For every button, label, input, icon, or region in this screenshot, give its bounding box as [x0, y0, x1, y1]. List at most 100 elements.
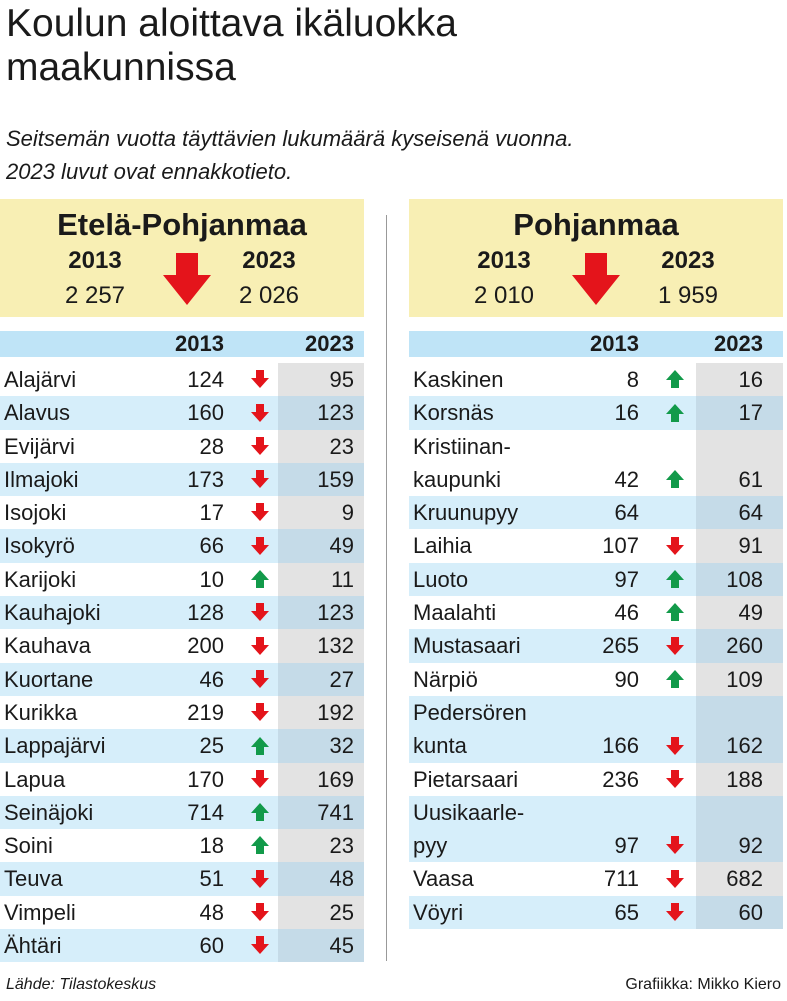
summary-total-2023: 2 026: [238, 282, 300, 309]
table-row: Kristiinan-kaupunki 42 61: [409, 429, 783, 497]
row-2023-shade: [278, 562, 364, 597]
trend-down-arrow-icon: [250, 702, 270, 722]
value-2023: 169: [317, 766, 354, 792]
value-2013: 65: [614, 899, 639, 925]
value-2013: 66: [199, 533, 224, 559]
municipality-name: Teuva: [4, 866, 63, 892]
trend-down-arrow-icon: [665, 902, 685, 922]
trend-up-arrow-icon: [250, 736, 270, 756]
municipality-name: Seinäjoki: [4, 799, 94, 825]
value-2013: 97: [614, 833, 639, 859]
source-note: Lähde: Tilastokeskus: [6, 976, 157, 993]
municipality-name: Uusikaarle-: [413, 799, 525, 825]
value-2013: 128: [187, 600, 224, 626]
trend-down-arrow-icon: [665, 869, 685, 889]
municipality-name: Kuortane: [4, 666, 94, 692]
row-2023-shade: [278, 496, 364, 530]
municipality-name: Närpiö: [413, 666, 478, 692]
table-row: Kurikka 219 192: [0, 695, 364, 730]
row-2023-shade: [278, 895, 364, 930]
municipality-name: Kauhajoki: [4, 600, 101, 626]
trend-up-arrow-icon: [665, 669, 685, 689]
row-2023-shade: [278, 662, 364, 696]
value-2013: 25: [199, 733, 224, 759]
row-2023-shade: [278, 396, 364, 430]
big-down-arrow-icon: [571, 253, 621, 310]
row-2023-shade: [696, 596, 783, 630]
municipality-name: Kaskinen: [413, 367, 504, 392]
municipality-table: 2013 2023 Kaskinen 8 16 Korsnäs 16 17 Kristiinan…: [409, 331, 783, 930]
municipality-name: Kruunupyy: [413, 500, 519, 526]
row-2023-shade: [278, 363, 364, 397]
value-2013: 64: [614, 500, 639, 526]
value-2013: 48: [199, 899, 224, 925]
table-row: Kuortane 46 27: [0, 662, 364, 696]
municipality-name: Kurikka: [4, 699, 78, 725]
value-2013: 42: [614, 466, 639, 492]
column-header-2023: 2023: [714, 331, 763, 356]
municipality-name: Ilmajoki: [4, 466, 79, 492]
trend-up-arrow-icon: [250, 569, 270, 589]
value-2023: 25: [329, 899, 354, 925]
table-body: Alajärvi 124 95 Alavus 160 123 Evijärvi 28 23 Ilm…: [0, 363, 364, 963]
value-2013: 90: [614, 666, 639, 692]
column-header-2023: 2023: [305, 331, 354, 356]
summary-year-2023: 2023: [661, 247, 715, 274]
row-2023-shade: [696, 662, 783, 696]
trend-down-arrow-icon: [250, 403, 270, 423]
trend-up-arrow-icon: [665, 569, 685, 589]
table-row: Mustasaari 265 260: [409, 629, 783, 663]
value-2023: 23: [329, 433, 354, 459]
row-2023-shade: [696, 695, 783, 763]
value-2013: 711: [603, 866, 639, 892]
trend-down-arrow-icon: [250, 869, 270, 889]
panel-etela-pohjanmaa: Etelä-Pohjanmaa 2013 2023 2 257 2 026 2013 202…: [0, 199, 364, 963]
column-header-2013: 2013: [590, 331, 639, 356]
table-header: 2013 2023: [409, 331, 783, 357]
municipality-name: Maalahti: [413, 600, 497, 626]
table-row: Ilmajoki 173 159: [0, 462, 364, 497]
trend-down-arrow-icon: [250, 636, 270, 656]
row-2023-shade: [696, 496, 783, 530]
value-2013: 60: [199, 933, 224, 959]
value-2023: 9: [341, 500, 354, 526]
row-2023-shade: [278, 729, 364, 763]
trend-down-arrow-icon: [250, 902, 270, 922]
municipality-name: Isojoki: [4, 500, 67, 526]
municipality-name: Lapua: [4, 766, 66, 792]
municipality-name: Pedersören: [413, 699, 527, 725]
value-2013: 10: [199, 566, 224, 592]
table-row: Kauhava 200 132: [0, 629, 364, 663]
table-row: Maalahti 46 49: [409, 596, 783, 630]
value-2023: 95: [329, 367, 354, 392]
municipality-name: Isokyrö: [4, 533, 75, 559]
table-row: Karijoki 10 11: [0, 562, 364, 597]
value-2023: 49: [738, 600, 763, 626]
trend-down-arrow-icon: [665, 769, 685, 789]
row-2023-shade: [278, 795, 364, 830]
value-2023: 162: [726, 733, 763, 759]
value-2013: 16: [614, 400, 639, 426]
municipality-name: Soini: [4, 833, 53, 859]
value-2013: 219: [187, 699, 224, 725]
value-2023: 45: [329, 933, 354, 959]
value-2013: 166: [602, 733, 639, 759]
value-2013: 200: [187, 633, 224, 659]
column-header-2013: 2013: [175, 331, 224, 356]
value-2013: 18: [199, 833, 224, 859]
region-title: Pohjanmaa: [513, 207, 679, 242]
region-summary: Etelä-Pohjanmaa 2013 2023 2 257 2 026: [0, 199, 364, 317]
table-row: Isokyrö 66 49: [0, 529, 364, 563]
municipality-name: Mustasaari: [413, 633, 521, 659]
value-2023: 92: [738, 833, 763, 859]
value-2023: 49: [329, 533, 354, 559]
table-row: Pedersören kunta 166 162: [409, 695, 783, 763]
page-subtitle: Seitsemän vuotta täyttävien lukumäärä ky…: [6, 126, 574, 184]
municipality-name: Kauhava: [4, 633, 91, 659]
table-row: Vaasa 711 682: [409, 862, 783, 896]
trend-down-arrow-icon: [250, 602, 270, 622]
summary-year-2013: 2013: [477, 247, 531, 274]
row-2023-shade: [696, 562, 783, 597]
table-row: Kruunupyy 64 64: [409, 496, 783, 530]
trend-down-arrow-icon: [250, 769, 270, 789]
